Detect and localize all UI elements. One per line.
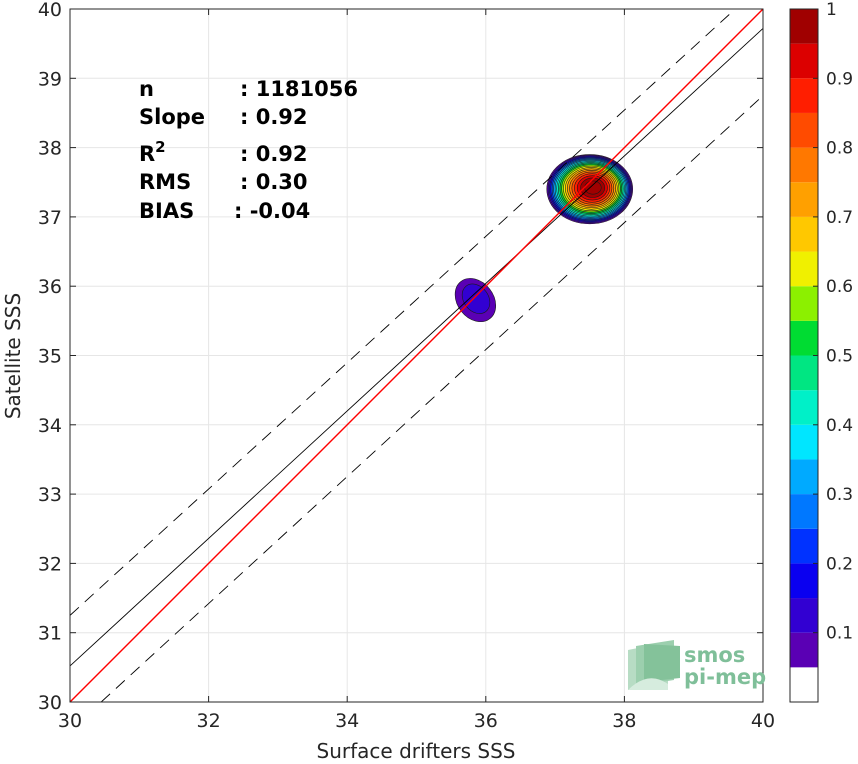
- x-axis-ticks: 30 32 34 36 38 40: [58, 9, 775, 732]
- logo-line1: smos: [684, 643, 745, 667]
- colorbar-segment: [790, 563, 818, 599]
- logo-wave-icon: [628, 640, 680, 690]
- logo-line2: pi-mep: [684, 665, 766, 689]
- colorbar-tick-label: 1: [826, 0, 837, 20]
- colorbar-segment: [790, 78, 818, 113]
- colorbar-segment: [790, 667, 818, 702]
- density-contours: [454, 154, 634, 322]
- colorbar-segment: [790, 251, 818, 287]
- stat-slope-value: : 0.92: [240, 105, 308, 129]
- colorbar-segment: [790, 355, 818, 391]
- stat-slope-label: Slope: [139, 105, 205, 129]
- y-tick-label: 31: [38, 623, 62, 645]
- colorbar-segment: [790, 286, 818, 321]
- stat-rms-label: RMS: [139, 170, 191, 194]
- one-to-one-line: [70, 9, 763, 702]
- stat-n-label: n: [139, 77, 154, 101]
- colorbar-tick-label: 0.2: [826, 554, 853, 574]
- regression-fit-line: [70, 28, 763, 667]
- stat-n-value: : 1181056: [240, 77, 358, 101]
- colorbar-tick-label: 0.4: [826, 416, 853, 436]
- density-contour-band: [584, 180, 602, 195]
- colorbar-segment: [790, 528, 818, 564]
- colorbar-tick-label: 0.9: [826, 69, 853, 89]
- stat-bias-label: BIAS: [139, 199, 194, 223]
- colorbar-segment: [790, 43, 818, 79]
- colorbar-segment: [790, 216, 818, 252]
- x-tick-label: 38: [612, 710, 636, 732]
- stat-r2-label: R2: [139, 138, 166, 166]
- colorbar-segment: [790, 147, 818, 183]
- colorbar-segment: [790, 598, 818, 633]
- x-tick-label: 40: [751, 710, 775, 732]
- y-tick-label: 40: [38, 0, 62, 21]
- stats-box: n : 1181056 Slope : 0.92 R2 : 0.92 RMS :…: [139, 77, 358, 223]
- colorbar-segment: [790, 424, 818, 460]
- y-tick-label: 32: [38, 553, 62, 575]
- y-tick-label: 34: [38, 415, 62, 437]
- y-tick-label: 36: [38, 276, 62, 298]
- y-tick-label: 35: [38, 346, 62, 368]
- stat-r2-base: R: [139, 142, 155, 166]
- colorbar-segment: [790, 632, 818, 668]
- stat-r2-value: : 0.92: [240, 142, 308, 166]
- reference-lines: [70, 9, 763, 702]
- y-tick-label: 39: [38, 68, 62, 90]
- colorbar-tick-label: 0.1: [826, 624, 853, 644]
- stat-bias-value: : -0.04: [234, 199, 310, 223]
- colorbar-segment: [790, 320, 818, 356]
- smos-pi-mep-logo: smos pi-mep: [628, 640, 766, 690]
- y-tick-label: 33: [38, 484, 62, 506]
- colorbar-ticks: 0.1 0.2 0.3 0.4 0.5 0.6 0.7 0.8 0.9 1: [813, 0, 853, 644]
- y-tick-label: 38: [38, 138, 62, 160]
- colorbar-tick-label: 0.3: [826, 485, 853, 505]
- colorbar-tick-label: 0.5: [826, 347, 853, 367]
- y-tick-label: 37: [38, 207, 62, 229]
- upper-bound-dashed-line: [70, 9, 736, 616]
- x-tick-label: 36: [474, 710, 498, 732]
- y-tick-label: 30: [38, 692, 62, 714]
- colorbar-tick-label: 0.7: [826, 208, 853, 228]
- y-axis-label: Satellite SSS: [1, 293, 25, 419]
- colorbar-tick-label: 0.6: [826, 277, 853, 297]
- colorbar-segment: [790, 494, 818, 529]
- x-axis-label: Surface drifters SSS: [317, 739, 516, 763]
- colorbar-segment: [790, 182, 818, 217]
- x-tick-label: 34: [335, 710, 359, 732]
- colorbar-segment: [790, 9, 818, 44]
- colorbar: [790, 9, 818, 702]
- colorbar-segment: [790, 112, 818, 148]
- stat-r2-sup: 2: [155, 138, 165, 156]
- x-tick-label: 30: [58, 710, 82, 732]
- lower-bound-dashed-line: [100, 95, 763, 702]
- x-tick-label: 32: [197, 710, 221, 732]
- colorbar-segment: [790, 390, 818, 425]
- stat-rms-value: : 0.30: [240, 170, 308, 194]
- colorbar-segment: [790, 459, 818, 495]
- y-axis-ticks: 30 31 32 33 34 35 36 37 38 39 40: [38, 0, 763, 714]
- colorbar-tick-label: 0.8: [826, 139, 853, 159]
